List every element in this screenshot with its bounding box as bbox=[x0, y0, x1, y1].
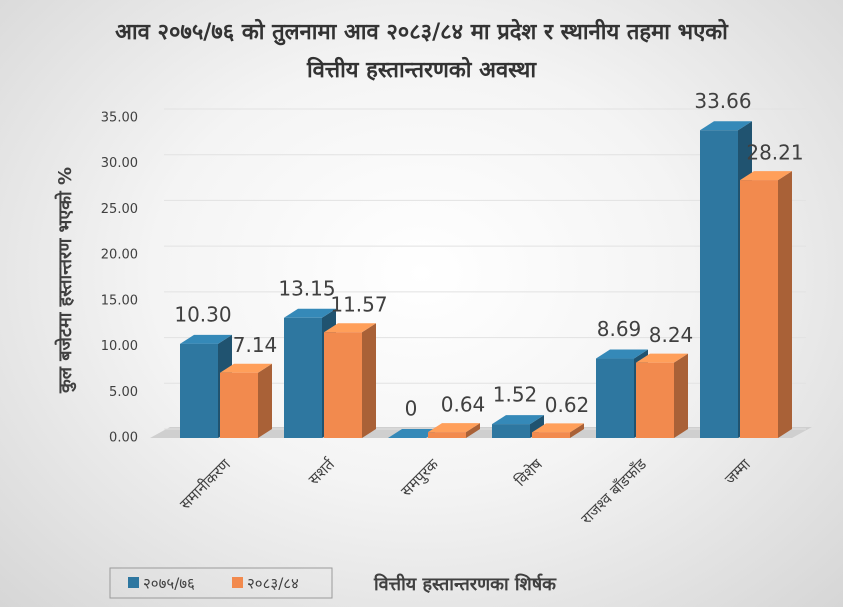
y-tick-label: 0.00 bbox=[109, 431, 138, 446]
bar-top bbox=[180, 334, 232, 344]
bar-side bbox=[258, 363, 272, 438]
chart-title: आव २०७५/७६ को तुलनामा आव २०८३/८४ मा प्रद… bbox=[115, 20, 728, 83]
bar bbox=[532, 432, 570, 438]
value-label: 11.57 bbox=[330, 293, 387, 317]
bar-top bbox=[596, 349, 648, 359]
bar-top bbox=[492, 415, 544, 425]
x-tick-label: समपुरक bbox=[397, 455, 443, 501]
bar bbox=[636, 362, 674, 438]
value-label: 8.24 bbox=[649, 323, 694, 347]
x-tick-label: समानीकरण bbox=[176, 454, 235, 513]
legend-label: २०७५/७६ bbox=[143, 575, 195, 593]
x-tick-label: विशेष bbox=[511, 455, 546, 490]
bar-side bbox=[362, 323, 376, 438]
x-tick-label: राजश्व बाँडफाँड bbox=[577, 455, 650, 528]
value-label: 10.30 bbox=[174, 302, 231, 326]
bar bbox=[492, 424, 530, 438]
value-label: 13.15 bbox=[278, 276, 335, 300]
bar-top bbox=[636, 353, 688, 363]
value-label: 7.14 bbox=[233, 333, 278, 357]
value-label: 33.66 bbox=[694, 89, 751, 113]
y-tick-label: 30.00 bbox=[101, 156, 138, 171]
bar-top bbox=[428, 423, 480, 433]
bar-side bbox=[570, 423, 584, 438]
value-label: 1.52 bbox=[493, 383, 538, 407]
bar-top bbox=[388, 429, 440, 438]
x-tick-label: जम्मा bbox=[721, 455, 755, 489]
value-label: 0.64 bbox=[441, 393, 486, 417]
value-label: 8.69 bbox=[597, 317, 642, 341]
y-tick-label: 15.00 bbox=[101, 293, 138, 308]
value-label: 28.21 bbox=[746, 141, 803, 165]
bar-top bbox=[284, 308, 336, 318]
bar-top bbox=[700, 121, 752, 131]
bar-side bbox=[778, 171, 792, 438]
y-tick-label: 5.00 bbox=[109, 385, 138, 400]
legend-label: २०८३/८४ bbox=[247, 575, 299, 593]
bar bbox=[284, 317, 322, 438]
bar bbox=[700, 130, 738, 438]
bar bbox=[220, 372, 258, 438]
legend-box bbox=[109, 567, 333, 599]
y-tick-label: 25.00 bbox=[101, 202, 138, 217]
bar-top bbox=[740, 171, 792, 181]
legend-swatch bbox=[128, 577, 139, 588]
bar bbox=[596, 358, 634, 438]
bar bbox=[740, 180, 778, 438]
bar bbox=[180, 343, 218, 438]
x-axis-title: वित्तीय हस्तान्तरणका शिर्षक bbox=[373, 573, 557, 595]
legend-swatch bbox=[232, 577, 243, 588]
bar-top bbox=[532, 423, 584, 433]
y-tick-label: 35.00 bbox=[101, 111, 138, 126]
value-label: 0.62 bbox=[545, 393, 590, 417]
y-tick-label: 10.00 bbox=[101, 339, 138, 354]
y-tick-label: 20.00 bbox=[101, 248, 138, 263]
bar-side bbox=[466, 423, 480, 438]
x-tick-label: सशर्त bbox=[305, 455, 339, 489]
value-label: 0 bbox=[405, 397, 418, 421]
bar-side bbox=[674, 353, 688, 438]
bar bbox=[428, 432, 466, 438]
bar-top bbox=[324, 323, 376, 333]
bar-top bbox=[220, 363, 272, 373]
y-axis-title: कुल बजेटमा हस्तान्तरण भएको % bbox=[54, 167, 77, 394]
bar bbox=[324, 332, 362, 438]
